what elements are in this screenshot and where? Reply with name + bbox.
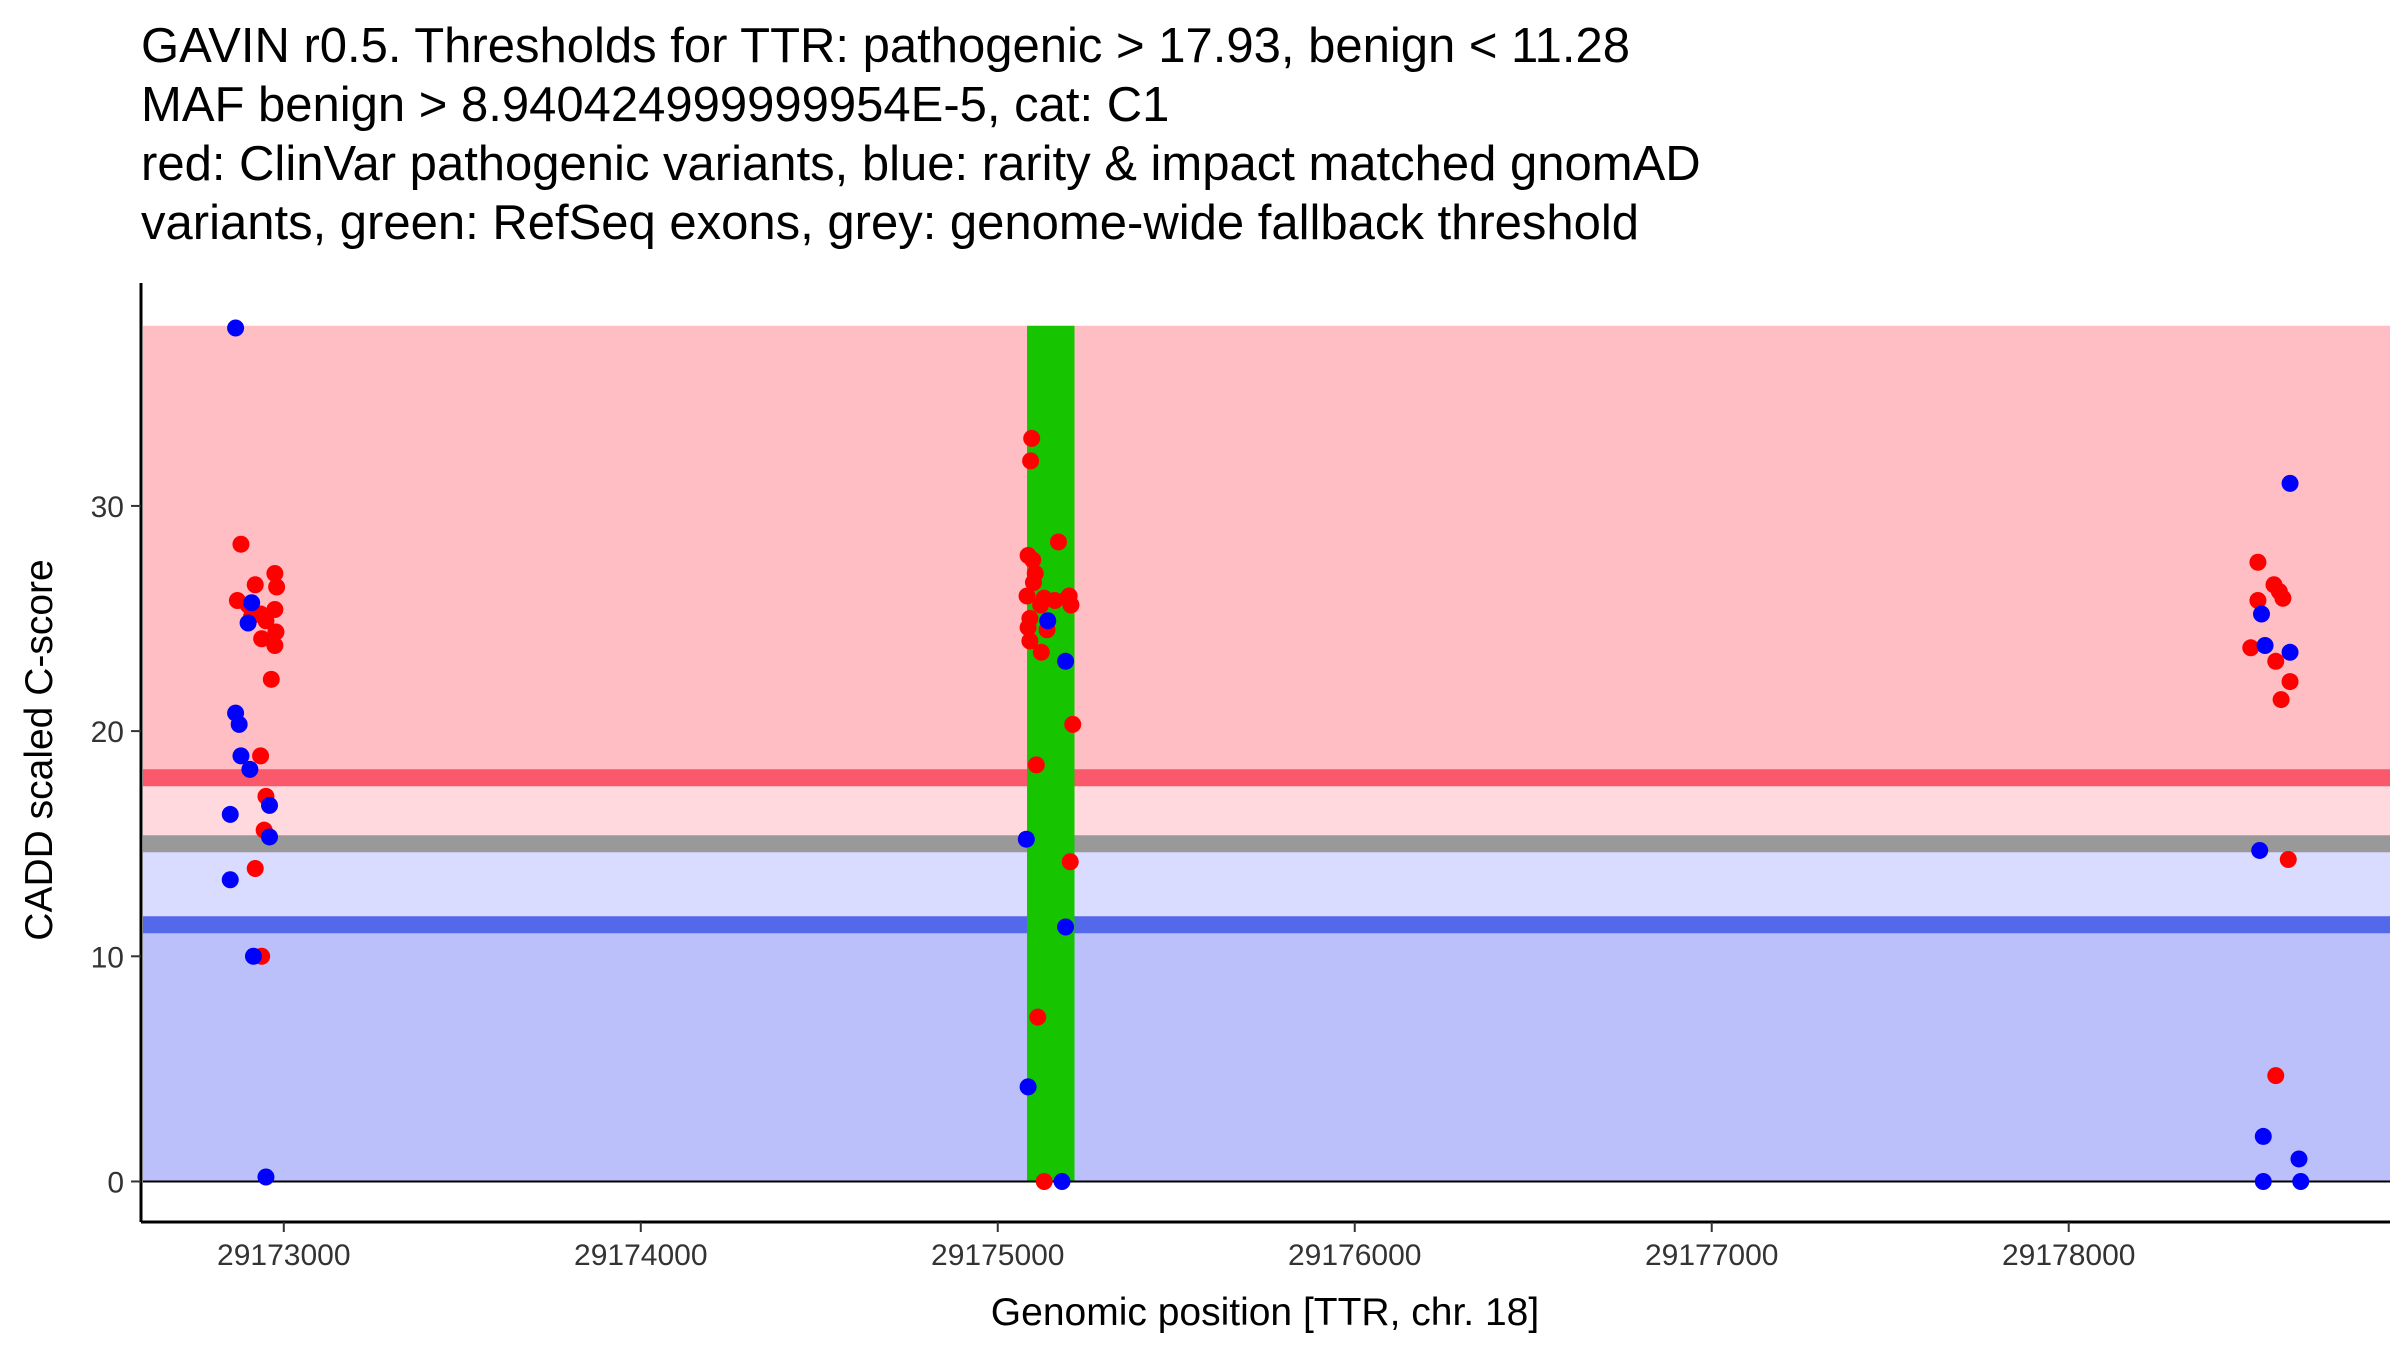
pathogenic-variant-point (1021, 632, 1039, 650)
pathogenic-variant-point (1018, 587, 1036, 605)
title-line-4: variants, green: RefSeq exons, grey: gen… (141, 196, 1639, 250)
pathogenic-variant-point (268, 578, 286, 596)
pathogenic-variant-point (2242, 639, 2260, 657)
intermediate-region (143, 777, 2390, 844)
y-tick-label: 20 (91, 716, 124, 749)
x-tick-label: 29178000 (2002, 1239, 2135, 1272)
benign-variant-point (232, 747, 250, 765)
pathogenic-variant-point (266, 564, 284, 582)
pathogenic-variant-point (1022, 452, 1040, 470)
pathogenic-variant-point (2274, 589, 2292, 607)
variant-points (221, 319, 2310, 1190)
pathogenic-variant-point (2249, 592, 2267, 610)
exon-band (1027, 325, 1075, 1182)
benign-variant-point (1019, 1078, 1037, 1096)
exon-bands (1027, 325, 1075, 1182)
y-axis-label: CADD scaled C-score (18, 559, 61, 940)
benign-variant-point (1057, 652, 1075, 670)
pathogenic-variant-point (253, 630, 271, 648)
benign-variant-point (2290, 1150, 2308, 1168)
pathogenic-variant-point (1058, 589, 1076, 607)
benign-upper-region (143, 843, 2390, 928)
x-axis-ticks: 29173000 29174000 29175000 29176000 29177000… (217, 1222, 2135, 1272)
x-tick-label: 29176000 (1288, 1239, 1421, 1272)
pathogenic-variant-point (262, 670, 280, 688)
axes: 29173000 29174000 29175000 29176000 29177000… (91, 283, 2390, 1272)
x-tick-label: 29177000 (1645, 1239, 1778, 1272)
pathogenic-variant-point (2267, 1067, 2285, 1085)
benign-variant-point (261, 796, 279, 814)
pathogenic-variant-point (1024, 573, 1042, 591)
benign-variant-point (1057, 918, 1075, 936)
benign-region (143, 927, 2390, 1182)
plot-area (143, 319, 2390, 1190)
benign-variant-point (243, 594, 261, 612)
threshold-lines (143, 769, 2390, 934)
benign-variant-point (2251, 841, 2269, 859)
x-tick-label: 29174000 (574, 1239, 707, 1272)
benign-variant-point (2281, 474, 2299, 492)
pathogenic-variant-point (1027, 756, 1045, 774)
title-line-3: red: ClinVar pathogenic variants, blue: … (141, 137, 1701, 191)
y-tick-label: 30 (91, 491, 124, 524)
pathogenic-variant-point (1032, 643, 1050, 661)
pathogenic-variant-point (246, 859, 264, 877)
pathogenic-variant-point (1019, 619, 1037, 637)
pathogenic-variant-point (2249, 553, 2267, 571)
pathogenic-variant-point (252, 747, 270, 765)
pathogenic-variant-point (267, 623, 285, 641)
pathogenic-variant-point (1023, 429, 1041, 447)
pathogenic-variant-point (1032, 596, 1050, 614)
benign-variant-point (2254, 1172, 2272, 1190)
pathogenic-variant-point (1035, 1172, 1053, 1190)
pathogenic-variant-point (232, 535, 250, 553)
pathogenic-variant-point (2267, 652, 2285, 670)
pathogenic-variant-point (2281, 673, 2299, 691)
pathogenic-region (143, 325, 2390, 778)
threshold-regions (143, 325, 2390, 1182)
x-tick-label: 29173000 (217, 1239, 350, 1272)
y-axis-ticks: 0 10 20 30 (91, 491, 141, 1199)
title-line-1: GAVIN r0.5. Thresholds for TTR: pathogen… (141, 19, 1630, 73)
benign-variant-point (1017, 830, 1035, 848)
benign-variant-point (2292, 1172, 2310, 1190)
pathogenic-variant-point (1024, 551, 1042, 569)
pathogenic-variant-point (266, 637, 284, 655)
pathogenic-variant-point (1064, 715, 1082, 733)
benign-variant-point (2254, 1127, 2272, 1145)
benign-variant-point (2281, 643, 2299, 661)
benign-variant-point (230, 715, 248, 733)
benign-variant-point (261, 828, 279, 846)
pathogenic-variant-point (2279, 850, 2297, 868)
benign-variant-point (221, 805, 239, 823)
pathogenic-variant-point (246, 576, 264, 594)
benign-variant-point (227, 319, 245, 337)
x-axis-label: Genomic position [TTR, chr. 18] (991, 1291, 1539, 1334)
pathogenic-variant-point (1049, 533, 1067, 551)
benign-variant-point (244, 947, 262, 965)
y-tick-label: 0 (107, 1166, 124, 1199)
benign-variant-point (239, 614, 257, 632)
benign-variant-point (1039, 612, 1057, 630)
title-line-2: MAF benign > 8.940424999999954E-5, cat: … (141, 78, 1169, 132)
benign-variant-point (221, 871, 239, 889)
chart-title: GAVIN r0.5. Thresholds for TTR: pathogen… (141, 19, 1701, 250)
pathogenic-variant-point (266, 601, 284, 619)
pathogenic-variant-point (1061, 853, 1079, 871)
pathogenic-variant-point (1029, 1008, 1047, 1026)
benign-variant-point (2252, 605, 2270, 623)
benign-variant-point (2256, 637, 2274, 655)
y-tick-label: 10 (91, 941, 124, 974)
benign-variant-point (241, 760, 259, 778)
benign-variant-point (257, 1168, 275, 1186)
x-tick-label: 29175000 (931, 1239, 1064, 1272)
benign-variant-point (1053, 1172, 1071, 1190)
pathogenic-variant-point (2272, 691, 2290, 709)
